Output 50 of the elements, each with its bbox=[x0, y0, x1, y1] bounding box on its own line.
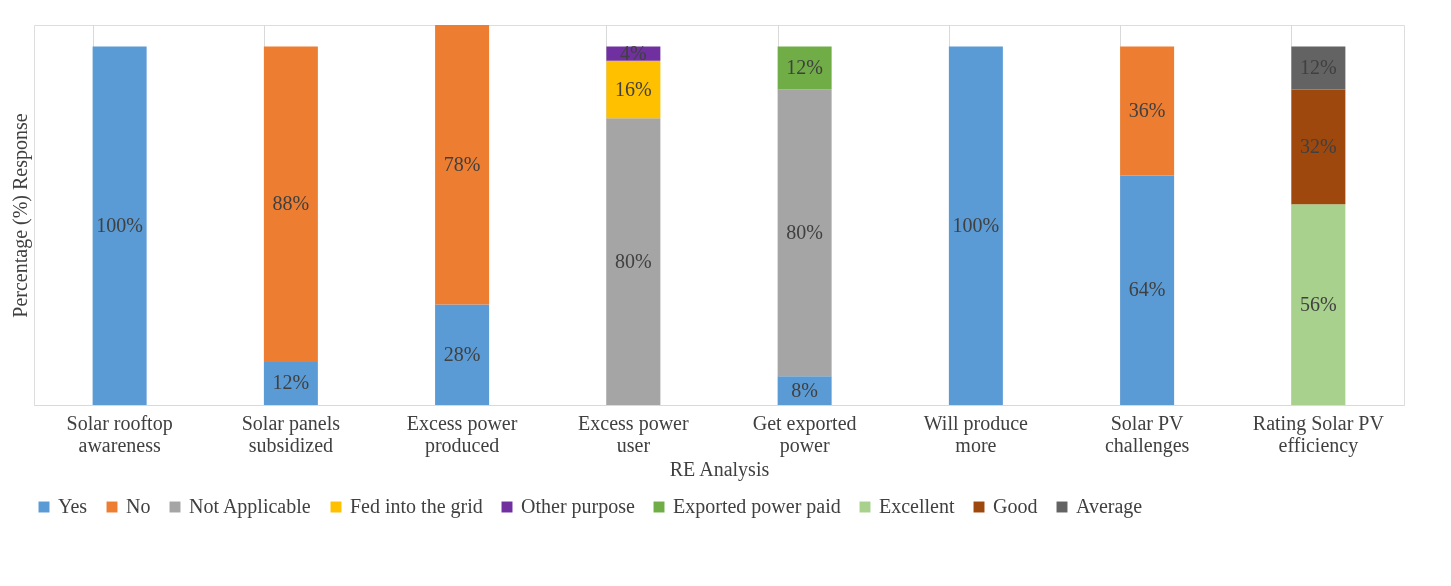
bar bbox=[606, 60, 661, 119]
data-label: 28% bbox=[443, 342, 481, 365]
bar bbox=[1291, 46, 1346, 90]
x-tick-label: Excess power produced bbox=[406, 411, 518, 457]
bar bbox=[1120, 175, 1175, 405]
bar bbox=[606, 118, 661, 405]
legend-label: Not Applicable bbox=[189, 495, 311, 518]
data-label: 80% bbox=[786, 220, 823, 243]
x-axis-title: RE Analysis bbox=[669, 457, 770, 481]
bar bbox=[1291, 204, 1346, 405]
bar bbox=[263, 46, 318, 362]
x-tick-label: Solar rooftop awareness bbox=[66, 411, 173, 456]
legend-label: No bbox=[126, 495, 151, 517]
data-label: 56% bbox=[1300, 292, 1337, 315]
bar bbox=[777, 46, 832, 90]
legend-label: Excellent bbox=[879, 495, 955, 517]
data-label: 64% bbox=[1128, 278, 1166, 301]
bar bbox=[777, 89, 832, 377]
x-tick-label: Solar PV challenges bbox=[1104, 411, 1190, 457]
bar bbox=[263, 361, 318, 405]
data-label: 4% bbox=[620, 41, 647, 64]
bar bbox=[435, 304, 490, 405]
legend-label: Good bbox=[993, 495, 1038, 517]
legend-label: Exported power paid bbox=[673, 495, 841, 518]
data-label: 36% bbox=[1128, 99, 1166, 122]
data-label: 100% bbox=[96, 213, 143, 236]
bar bbox=[1120, 46, 1175, 176]
x-tick-label: Rating Solar PV efficiency bbox=[1252, 411, 1385, 457]
data-label: 8% bbox=[791, 378, 818, 401]
x-tick-label: Get exported power bbox=[752, 411, 857, 457]
legend-label: Other purpose bbox=[521, 495, 635, 518]
data-label: 12% bbox=[786, 56, 823, 79]
bar bbox=[1291, 89, 1346, 205]
data-label: 88% bbox=[272, 192, 310, 215]
bar bbox=[92, 46, 147, 405]
data-label: 80% bbox=[615, 249, 652, 272]
data-label: 12% bbox=[272, 371, 310, 394]
data-label: 16% bbox=[615, 77, 652, 100]
bar bbox=[948, 46, 1003, 405]
data-label: 32% bbox=[1300, 134, 1337, 157]
x-tick-label: Excess power user bbox=[578, 411, 689, 456]
legend-label: Yes bbox=[58, 495, 88, 517]
x-tick-label: Solar panels subsidized bbox=[241, 411, 341, 456]
legend-label: Average bbox=[1076, 495, 1143, 518]
legend-label: Fed into the grid bbox=[350, 495, 483, 518]
x-tick-label: Will produce more bbox=[923, 411, 1029, 456]
y-axis-title: Percentage (%) Response bbox=[8, 113, 32, 318]
bar bbox=[435, 25, 490, 305]
data-label: 100% bbox=[952, 213, 1000, 236]
data-label: 78% bbox=[443, 152, 481, 175]
